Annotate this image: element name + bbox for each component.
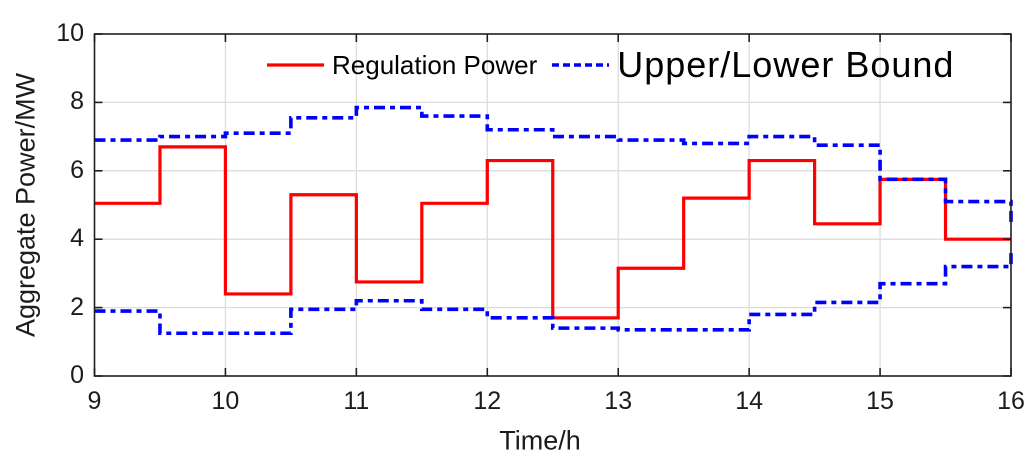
x-tick-label: 9 bbox=[87, 387, 102, 415]
x-tick-label: 16 bbox=[997, 387, 1025, 415]
y-tick-label: 0 bbox=[70, 361, 84, 389]
y-tick-label: 10 bbox=[56, 19, 84, 47]
x-tick-label: 10 bbox=[211, 387, 240, 415]
axis-box bbox=[93, 33, 1012, 377]
x-tick-label: 12 bbox=[473, 387, 502, 415]
x-tick-label: 13 bbox=[604, 387, 633, 415]
blue-dash-dot-line-sample-icon bbox=[552, 63, 610, 67]
legend: Regulation Power Upper/Lower Bound bbox=[266, 44, 954, 86]
x-axis-label: Time/h bbox=[499, 425, 581, 456]
legend-label-upper-lower-bound: Upper/Lower Bound bbox=[617, 44, 955, 85]
red-solid-line-sample-icon bbox=[267, 63, 324, 67]
y-tick-label: 2 bbox=[70, 292, 84, 321]
y-tick-label: 6 bbox=[70, 155, 84, 184]
x-tick-label: 15 bbox=[866, 387, 894, 415]
y-tick-label: 4 bbox=[70, 224, 84, 253]
series-line-regulation-power bbox=[94, 145, 1011, 320]
legend-item-regulation-power: Regulation Power bbox=[266, 48, 537, 82]
legend-item-upper-lower-bound: Upper/Lower Bound bbox=[551, 44, 954, 86]
y-tick-label: 8 bbox=[70, 87, 84, 116]
series-line-lower-bound bbox=[94, 252, 1013, 336]
x-tick-label: 11 bbox=[343, 387, 370, 415]
x-tick-label: 14 bbox=[735, 387, 764, 415]
legend-label-regulation-power: Regulation Power bbox=[332, 49, 538, 80]
